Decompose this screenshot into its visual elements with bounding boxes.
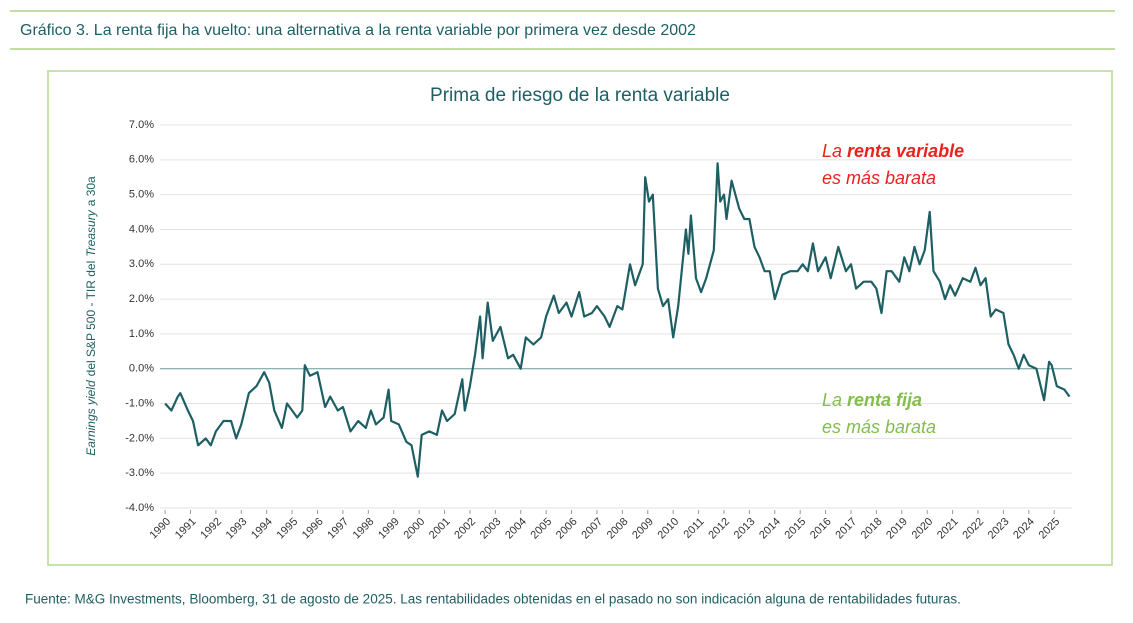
x-tick-label: 2004	[503, 516, 529, 542]
x-tick-label: 1990	[147, 516, 173, 542]
y-tick-label: -2.0%	[125, 432, 154, 444]
y-tick-label: 0.0%	[129, 363, 154, 375]
x-tick-label: 2013	[732, 516, 758, 542]
y-tick-label: -3.0%	[125, 467, 154, 479]
annotation-part: La	[822, 390, 842, 410]
x-tick-label: 2019	[884, 516, 910, 542]
y-tick-label: 1.0%	[129, 328, 154, 340]
x-tick-label: 2024	[1011, 516, 1037, 542]
x-tick-label: 1996	[300, 516, 326, 542]
annotation: La renta variable es más barata	[822, 141, 964, 188]
y-tick-label: 2.0%	[129, 293, 154, 305]
x-tick-label: 2005	[529, 516, 555, 542]
y-label-part: a 30a	[84, 176, 98, 206]
x-tick-label: 2020	[910, 516, 936, 542]
x-tick-label: 1991	[173, 516, 199, 542]
y-tick-label: -1.0%	[125, 397, 154, 409]
y-tick-label: 7.0%	[129, 119, 154, 131]
x-tick-label: 2007	[579, 516, 605, 542]
x-tick-label: 2010	[656, 516, 682, 542]
x-tick-label: 2003	[478, 516, 504, 542]
x-tick-label: 2008	[605, 516, 631, 542]
y-tick-label: 6.0%	[129, 154, 154, 166]
x-tick-label: 2016	[808, 516, 834, 542]
x-tick-label: 2000	[401, 516, 427, 542]
header-title: Gráfico 3. La renta fija ha vuelto: una …	[20, 22, 696, 39]
y-tick-label: -4.0%	[125, 502, 154, 514]
y-label-part: del S&P 500 - TIR del	[84, 261, 98, 377]
chart-frame	[47, 70, 1113, 566]
x-tick-label: 2014	[757, 516, 783, 542]
x-tick-label: 2009	[630, 516, 656, 542]
y-tick-label: 5.0%	[129, 189, 154, 201]
footer-source: Fuente: M&G Investments, Bloomberg, 31 d…	[25, 592, 961, 607]
x-tick-label: 2006	[554, 516, 580, 542]
annotation-part: es más barata	[822, 168, 936, 188]
annotation-part: es más barata	[822, 417, 936, 437]
x-tick-label: 2017	[833, 516, 859, 542]
x-tick-label: 1992	[198, 516, 224, 542]
x-tick-label: 2021	[935, 516, 961, 542]
x-tick-label: 2001	[427, 516, 453, 542]
y-tick-label: 3.0%	[129, 258, 154, 270]
annotation-part: renta fija	[847, 390, 922, 410]
data-line	[164, 162, 1071, 478]
x-tick-label: 1993	[224, 516, 250, 542]
annotation-part: La	[822, 141, 842, 161]
x-tick-label: 2025	[1037, 516, 1063, 542]
x-tick-label: 2015	[783, 516, 809, 542]
y-tick-label: 4.0%	[129, 223, 154, 235]
x-tick-label: 2018	[859, 516, 885, 542]
annotation-part: renta variable	[847, 141, 964, 161]
x-tick-label: 1995	[274, 516, 300, 542]
x-tick-label: 1998	[351, 516, 377, 542]
x-tick-label: 2002	[452, 516, 478, 542]
y-label-part: Earnings yield	[84, 380, 98, 456]
x-tick-label: 2011	[682, 516, 707, 541]
y-label-part: Treasury	[84, 209, 98, 256]
x-tick-label: 1994	[249, 516, 275, 542]
x-tick-label: 2012	[706, 516, 732, 542]
x-tick-label: 2023	[986, 516, 1012, 542]
x-tick-label: 1997	[325, 516, 351, 542]
x-tick-label: 1999	[376, 516, 402, 542]
y-axis-label: Earnings yield del S&P 500 - TIR del Treas…	[84, 176, 98, 456]
chart-title: Prima de riesgo de la renta variable	[430, 85, 730, 106]
annotation: La renta fija es más barata	[822, 390, 936, 437]
x-tick-label: 2022	[960, 516, 986, 542]
